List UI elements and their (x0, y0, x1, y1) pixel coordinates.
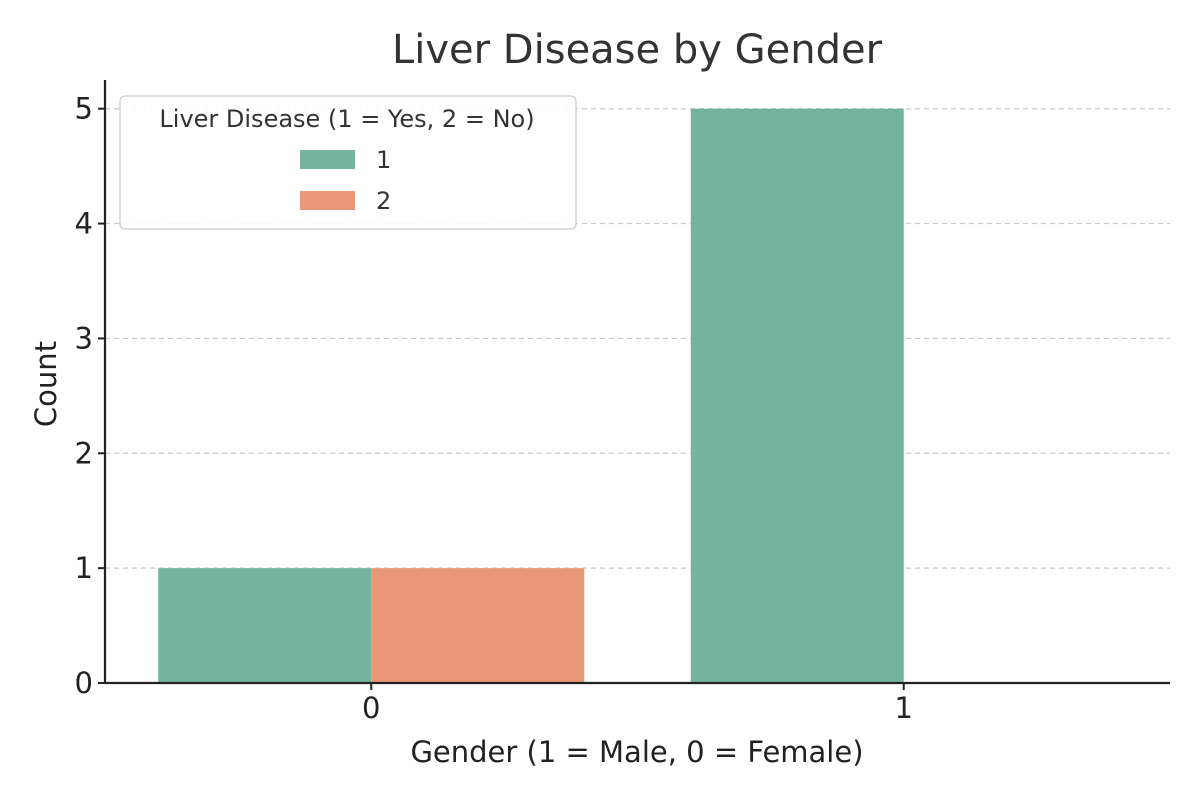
y-axis-label: Count (29, 341, 63, 427)
legend-label-2: 2 (376, 187, 391, 215)
x-axis-label: Gender (1 = Male, 0 = Female) (410, 735, 863, 769)
legend-swatch-1 (300, 150, 355, 169)
axes (103, 80, 1170, 685)
bar-series-1-category-0 (158, 568, 372, 683)
gridlines (105, 108, 1170, 569)
x-tick-label-1: 1 (895, 691, 913, 725)
y-tick-label-1: 1 (75, 551, 93, 585)
legend-items: 12 (300, 146, 391, 215)
y-tick-label-2: 2 (75, 436, 93, 470)
y-tick-label-0: 0 (75, 666, 93, 700)
y-tick-label-3: 3 (75, 321, 93, 355)
legend-title: Liver Disease (1 = Yes, 2 = No) (159, 105, 534, 133)
legend: Liver Disease (1 = Yes, 2 = No) 12 (119, 95, 577, 230)
chart-title: Liver Disease by Gender (392, 27, 883, 73)
legend-swatch-2 (300, 191, 355, 210)
x-tick-label-0: 0 (362, 691, 380, 725)
legend-label-1: 1 (376, 146, 391, 174)
y-tick-label-4: 4 (75, 207, 93, 241)
y-tick-label-5: 5 (75, 92, 93, 126)
bar-series-2-category-0 (371, 568, 585, 683)
y-ticks: 0 1 2 3 4 5 (75, 92, 105, 700)
bars (158, 108, 904, 683)
bar-series-1-category-1 (690, 108, 904, 683)
